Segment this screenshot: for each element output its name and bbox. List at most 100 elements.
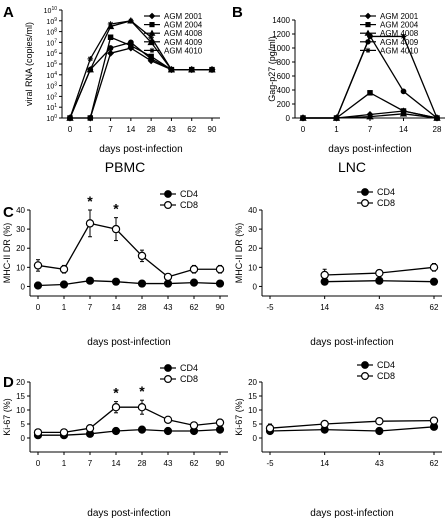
legend-marker xyxy=(364,12,372,20)
legend-item: CD4 xyxy=(160,189,198,199)
data-point xyxy=(367,90,373,96)
significance-star: * xyxy=(113,201,119,217)
legend-label: CD8 xyxy=(377,371,395,381)
legend-item: CD4 xyxy=(160,363,198,373)
x-axis-label: days post-infection xyxy=(87,337,170,348)
data-point xyxy=(320,270,329,280)
legend-item: AGM 2001 xyxy=(360,12,419,21)
x-tick-label: 62 xyxy=(190,459,199,468)
data-point xyxy=(400,88,407,95)
y-tick-label: 15 xyxy=(16,392,25,401)
y-tick-exponent: 4 xyxy=(54,71,57,77)
x-tick-label: 7 xyxy=(108,125,113,134)
x-tick-label: 28 xyxy=(147,125,156,134)
y-tick-label: 20 xyxy=(16,378,25,387)
data-point xyxy=(59,428,69,437)
x-tick-label: 0 xyxy=(68,125,73,134)
x-tick-label: 28 xyxy=(433,125,442,134)
legend-label: AGM 4010 xyxy=(380,46,419,55)
y-tick-label: 20 xyxy=(248,244,257,253)
legend-marker xyxy=(149,47,155,53)
x-tick-label: 28 xyxy=(138,303,147,312)
data-point xyxy=(375,268,384,278)
series-line xyxy=(38,428,221,436)
data-point xyxy=(111,426,121,436)
y-tick-label: 108 xyxy=(46,28,57,37)
data-point xyxy=(127,39,134,46)
x-tick-label: 14 xyxy=(320,459,329,468)
legend-label: AGM 2001 xyxy=(380,12,419,21)
legend-marker xyxy=(164,190,172,198)
legend-item: AGM 4010 xyxy=(144,46,203,55)
data-point xyxy=(87,115,94,121)
legend-marker xyxy=(365,39,371,45)
x-axis-label: days post-infection xyxy=(87,508,170,519)
data-point xyxy=(137,251,147,261)
x-tick-label: 14 xyxy=(399,125,408,134)
data-point xyxy=(333,115,340,121)
data-point xyxy=(137,279,147,288)
x-tick-label: 0 xyxy=(301,125,306,134)
legend-label: AGM 2004 xyxy=(164,21,203,30)
y-tick-exponent: 1 xyxy=(54,103,57,109)
data-point xyxy=(168,66,175,73)
legend-marker xyxy=(365,22,371,28)
x-tick-label: 14 xyxy=(320,303,329,312)
significance-star: * xyxy=(139,383,145,399)
y-tick-label: 105 xyxy=(46,60,57,69)
chart-panel-3: 0 10 20 30 40 0 1 7 14 28 43 62 90 days post-infectio… xyxy=(2,159,228,348)
data-point xyxy=(429,263,439,272)
y-axis-label: MHC-II DR (%) xyxy=(234,223,244,284)
x-tick-label: 14 xyxy=(112,459,121,468)
y-tick-exponent: 5 xyxy=(54,60,57,66)
chart-panel-4: 0 10 20 30 40 -5 14 43 62 days post-infection MHC-… xyxy=(234,159,442,348)
y-tick-label: 5 xyxy=(21,420,26,429)
legend-label: AGM 4009 xyxy=(380,38,419,47)
legend-label: CD4 xyxy=(180,189,198,199)
legend-item: CD8 xyxy=(357,198,395,208)
x-axis-label: days post-infection xyxy=(310,508,393,519)
data-point xyxy=(111,403,121,412)
x-tick-label: 1 xyxy=(334,125,339,134)
series-cd4 xyxy=(33,425,225,440)
x-tick-label: 28 xyxy=(138,459,147,468)
legend-item: AGM 4009 xyxy=(360,38,419,47)
data-point xyxy=(300,115,306,121)
x-tick-label: 62 xyxy=(187,125,196,134)
data-point xyxy=(87,66,94,73)
series-agm-2001 xyxy=(66,44,216,122)
y-tick-label: 5 xyxy=(253,420,258,429)
x-tick-label: 0 xyxy=(36,303,41,312)
legend-marker xyxy=(365,47,371,53)
x-tick-label: 62 xyxy=(430,303,439,312)
legend-label: CD4 xyxy=(377,360,395,370)
legend-item: AGM 2004 xyxy=(144,21,203,30)
data-point xyxy=(33,261,43,270)
data-point xyxy=(137,403,147,412)
series-line xyxy=(38,406,221,434)
x-tick-label: 7 xyxy=(88,303,93,312)
y-tick-label: 106 xyxy=(46,49,57,58)
x-tick-label: 90 xyxy=(216,303,225,312)
legend-item: CD4 xyxy=(357,187,395,197)
series-cd4 xyxy=(33,276,225,290)
data-point xyxy=(215,418,225,427)
y-tick-label: 0 xyxy=(253,282,258,291)
data-point xyxy=(85,424,95,433)
series-line xyxy=(37,280,221,287)
y-tick-label: 10 xyxy=(16,263,25,272)
y-tick-exponent: 8 xyxy=(54,28,57,34)
panel-title: PBMC xyxy=(105,159,145,175)
data-point xyxy=(137,425,147,434)
y-axis-label: viral RNA (copies/ml) xyxy=(24,22,34,106)
y-tick-exponent: 2 xyxy=(54,92,57,98)
legend-marker xyxy=(364,29,372,36)
y-tick-exponent: 10 xyxy=(51,6,57,12)
y-tick-label: 20 xyxy=(16,244,25,253)
data-point xyxy=(87,56,94,62)
legend-item: AGM 4010 xyxy=(360,46,419,55)
y-tick-label: 100 xyxy=(46,114,57,123)
legend-label: AGM 4008 xyxy=(164,29,203,38)
x-tick-label: 90 xyxy=(208,125,217,134)
